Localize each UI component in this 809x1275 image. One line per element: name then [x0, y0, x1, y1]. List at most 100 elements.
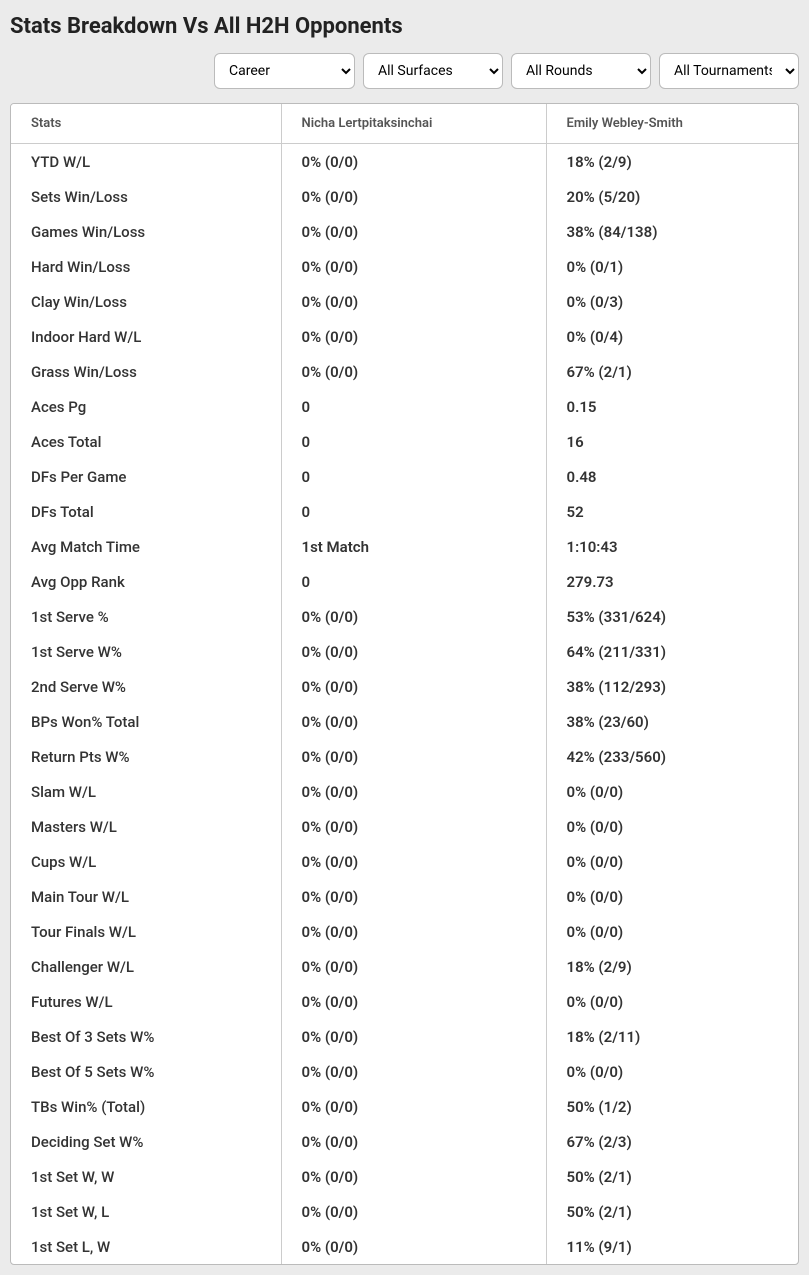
- page-title: Stats Breakdown Vs All H2H Opponents: [10, 14, 799, 39]
- table-header-row: Stats Nicha Lertpitaksinchai Emily Weble…: [11, 104, 798, 144]
- stat-value-player1: 0% (0/0): [281, 319, 546, 354]
- stat-value-player2: 0% (0/0): [546, 1054, 798, 1089]
- stat-value-player1: 0% (0/0): [281, 599, 546, 634]
- stat-value-player1: 0% (0/0): [281, 214, 546, 249]
- stat-label: 1st Set W, L: [11, 1194, 281, 1229]
- stat-label: 2nd Serve W%: [11, 669, 281, 704]
- stat-value-player2: 18% (2/11): [546, 1019, 798, 1054]
- table-row: Slam W/L0% (0/0)0% (0/0): [11, 774, 798, 809]
- stat-value-player2: 18% (2/9): [546, 949, 798, 984]
- table-row: Challenger W/L0% (0/0)18% (2/9): [11, 949, 798, 984]
- stat-value-player1: 0% (0/0): [281, 1054, 546, 1089]
- stat-value-player2: 0% (0/0): [546, 984, 798, 1019]
- stat-value-player2: 0% (0/4): [546, 319, 798, 354]
- table-row: Avg Opp Rank0279.73: [11, 564, 798, 599]
- stat-label: BPs Won% Total: [11, 704, 281, 739]
- filter-surface[interactable]: All Surfaces: [363, 53, 503, 89]
- stat-value-player1: 0: [281, 459, 546, 494]
- stat-value-player1: 0% (0/0): [281, 704, 546, 739]
- stat-value-player2: 279.73: [546, 564, 798, 599]
- stat-label: Best Of 5 Sets W%: [11, 1054, 281, 1089]
- stat-value-player1: 0% (0/0): [281, 984, 546, 1019]
- stat-value-player2: 50% (2/1): [546, 1159, 798, 1194]
- stat-value-player2: 1:10:43: [546, 529, 798, 564]
- stat-value-player1: 0% (0/0): [281, 844, 546, 879]
- table-row: Avg Match Time1st Match1:10:43: [11, 529, 798, 564]
- stat-value-player1: 0% (0/0): [281, 809, 546, 844]
- stat-label: Main Tour W/L: [11, 879, 281, 914]
- table-row: Aces Total016: [11, 424, 798, 459]
- stat-label: Best Of 3 Sets W%: [11, 1019, 281, 1054]
- stat-value-player2: 0% (0/0): [546, 809, 798, 844]
- filters-bar: Career All Surfaces All Rounds All Tourn…: [10, 53, 799, 89]
- stat-label: Return Pts W%: [11, 739, 281, 774]
- stat-value-player2: 0.48: [546, 459, 798, 494]
- stat-label: Games Win/Loss: [11, 214, 281, 249]
- stat-value-player2: 50% (2/1): [546, 1194, 798, 1229]
- table-row: Best Of 3 Sets W%0% (0/0)18% (2/11): [11, 1019, 798, 1054]
- table-row: Tour Finals W/L0% (0/0)0% (0/0): [11, 914, 798, 949]
- col-header-stats: Stats: [11, 104, 281, 144]
- table-row: Aces Pg00.15: [11, 389, 798, 424]
- stat-value-player2: 52: [546, 494, 798, 529]
- stat-value-player1: 0% (0/0): [281, 634, 546, 669]
- stat-value-player1: 0% (0/0): [281, 1124, 546, 1159]
- stat-value-player1: 0% (0/0): [281, 1089, 546, 1124]
- filter-period[interactable]: Career: [214, 53, 355, 89]
- stat-value-player1: 0: [281, 389, 546, 424]
- stat-value-player1: 0% (0/0): [281, 354, 546, 389]
- stat-value-player1: 0: [281, 494, 546, 529]
- stat-label: Hard Win/Loss: [11, 249, 281, 284]
- stat-label: Challenger W/L: [11, 949, 281, 984]
- stat-value-player2: 0% (0/0): [546, 844, 798, 879]
- stat-value-player2: 18% (2/9): [546, 144, 798, 180]
- stat-value-player1: 1st Match: [281, 529, 546, 564]
- stat-label: 1st Set W, W: [11, 1159, 281, 1194]
- table-row: Indoor Hard W/L0% (0/0)0% (0/4): [11, 319, 798, 354]
- table-row: Hard Win/Loss0% (0/0)0% (0/1): [11, 249, 798, 284]
- stat-value-player2: 11% (9/1): [546, 1229, 798, 1264]
- filter-round[interactable]: All Rounds: [511, 53, 651, 89]
- stat-value-player2: 38% (23/60): [546, 704, 798, 739]
- stat-value-player2: 38% (84/138): [546, 214, 798, 249]
- stat-label: YTD W/L: [11, 144, 281, 180]
- stat-label: DFs Per Game: [11, 459, 281, 494]
- stat-value-player1: 0% (0/0): [281, 914, 546, 949]
- table-row: Cups W/L0% (0/0)0% (0/0): [11, 844, 798, 879]
- stat-value-player1: 0% (0/0): [281, 739, 546, 774]
- table-row: Deciding Set W%0% (0/0)67% (2/3): [11, 1124, 798, 1159]
- table-row: 1st Set W, W0% (0/0)50% (2/1): [11, 1159, 798, 1194]
- stat-value-player2: 0% (0/3): [546, 284, 798, 319]
- stat-label: Grass Win/Loss: [11, 354, 281, 389]
- stat-value-player1: 0% (0/0): [281, 144, 546, 180]
- filter-tournament[interactable]: All Tournaments: [659, 53, 799, 89]
- table-row: Clay Win/Loss0% (0/0)0% (0/3): [11, 284, 798, 319]
- stat-label: 1st Serve %: [11, 599, 281, 634]
- table-row: 1st Serve %0% (0/0)53% (331/624): [11, 599, 798, 634]
- table-row: 1st Serve W%0% (0/0)64% (211/331): [11, 634, 798, 669]
- stat-label: Avg Opp Rank: [11, 564, 281, 599]
- table-row: DFs Total052: [11, 494, 798, 529]
- stat-value-player1: 0% (0/0): [281, 949, 546, 984]
- table-row: YTD W/L0% (0/0)18% (2/9): [11, 144, 798, 180]
- table-row: Games Win/Loss0% (0/0)38% (84/138): [11, 214, 798, 249]
- stat-label: Sets Win/Loss: [11, 179, 281, 214]
- table-row: Masters W/L0% (0/0)0% (0/0): [11, 809, 798, 844]
- table-row: 1st Set W, L0% (0/0)50% (2/1): [11, 1194, 798, 1229]
- table-row: Main Tour W/L0% (0/0)0% (0/0): [11, 879, 798, 914]
- stat-value-player2: 67% (2/1): [546, 354, 798, 389]
- col-header-player1: Nicha Lertpitaksinchai: [281, 104, 546, 144]
- stats-table-container: Stats Nicha Lertpitaksinchai Emily Weble…: [10, 103, 799, 1265]
- table-row: Return Pts W%0% (0/0)42% (233/560): [11, 739, 798, 774]
- stat-value-player1: 0% (0/0): [281, 879, 546, 914]
- stat-value-player2: 53% (331/624): [546, 599, 798, 634]
- stat-value-player2: 42% (233/560): [546, 739, 798, 774]
- stat-label: Avg Match Time: [11, 529, 281, 564]
- stat-label: Cups W/L: [11, 844, 281, 879]
- stat-value-player1: 0% (0/0): [281, 179, 546, 214]
- stat-label: DFs Total: [11, 494, 281, 529]
- stat-value-player2: 16: [546, 424, 798, 459]
- stats-table: Stats Nicha Lertpitaksinchai Emily Weble…: [11, 104, 798, 1264]
- stat-value-player2: 64% (211/331): [546, 634, 798, 669]
- stat-value-player2: 20% (5/20): [546, 179, 798, 214]
